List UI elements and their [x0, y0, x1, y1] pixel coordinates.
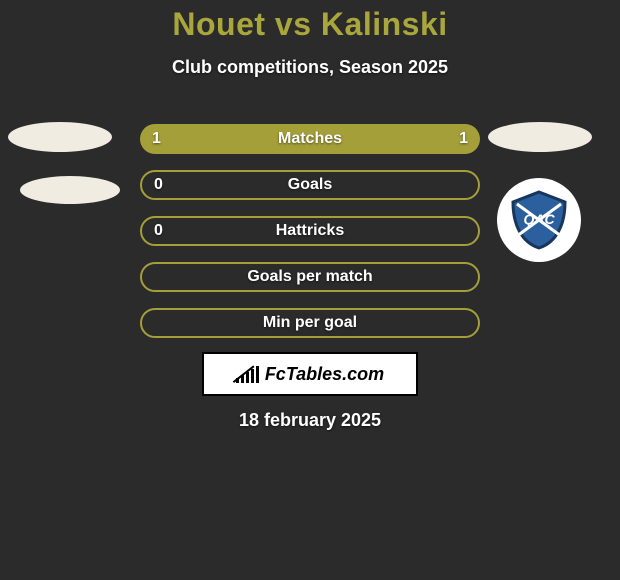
page-subtitle: Club competitions, Season 2025	[0, 57, 620, 78]
left-ellipse-2	[20, 176, 120, 204]
svg-text:QAC: QAC	[523, 211, 555, 227]
stat-right-value: 1	[459, 130, 468, 148]
brand-watermark: FcTables.com	[202, 352, 418, 396]
stat-label: Matches	[140, 130, 480, 148]
left-ellipse-1	[8, 122, 112, 152]
stat-row-matches: 1 Matches 1	[140, 124, 480, 154]
right-ellipse	[488, 122, 592, 152]
page-title: Nouet vs Kalinski	[0, 0, 620, 43]
date-text: 18 february 2025	[0, 410, 620, 431]
stat-row-mpg: Min per goal	[140, 308, 480, 338]
stat-label: Hattricks	[142, 222, 478, 240]
shield-icon: QAC	[507, 188, 571, 252]
club-badge-right: QAC	[497, 178, 581, 262]
brand-text: FcTables.com	[265, 364, 384, 385]
stat-row-goals: 0 Goals	[140, 170, 480, 200]
stats-panel: 1 Matches 1 0 Goals 0 Hattricks Goals pe…	[140, 124, 480, 354]
stat-row-gpm: Goals per match	[140, 262, 480, 292]
bar-chart-icon	[236, 365, 259, 383]
stat-label: Min per goal	[142, 314, 478, 332]
stat-label: Goals	[142, 176, 478, 194]
stat-row-hattricks: 0 Hattricks	[140, 216, 480, 246]
stat-label: Goals per match	[142, 268, 478, 286]
